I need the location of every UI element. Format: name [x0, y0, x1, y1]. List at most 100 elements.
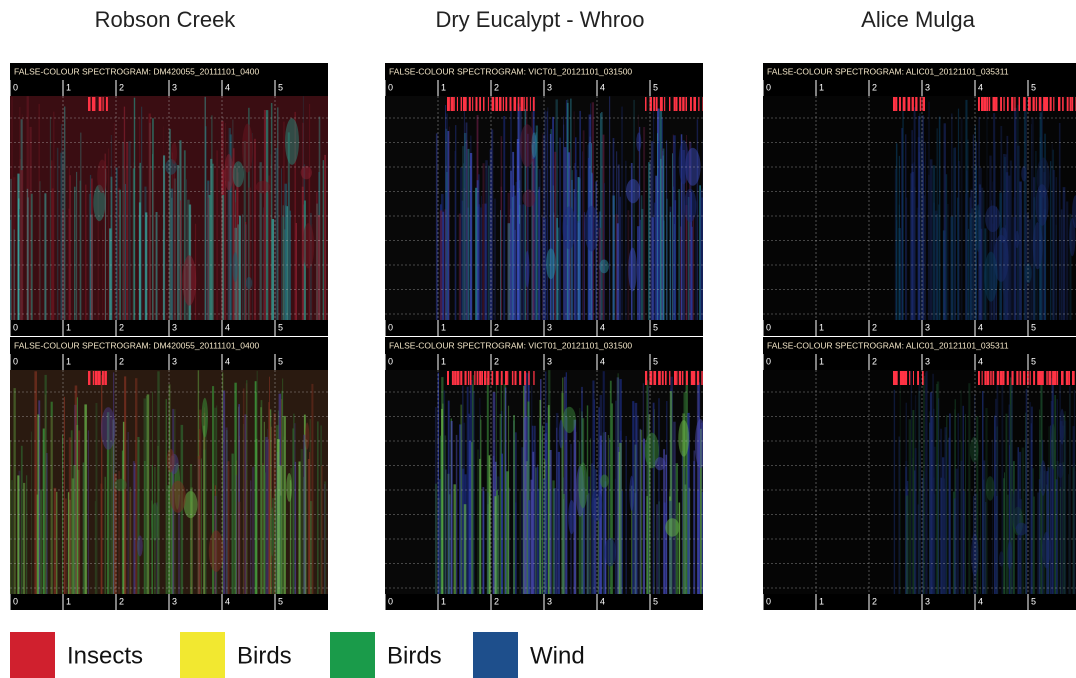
streak [648, 386, 649, 594]
streak [126, 142, 128, 320]
tick-label: 4 [978, 82, 983, 92]
streak [914, 187, 916, 320]
streak [301, 449, 303, 594]
streak [520, 489, 521, 594]
streak [1056, 177, 1057, 320]
tick-label: 2 [119, 322, 124, 332]
streak [76, 172, 77, 320]
streak [651, 141, 652, 320]
page: {"columns": [ {"title": "Robson Creek", … [0, 0, 1076, 678]
streak [985, 408, 987, 594]
blob [101, 407, 116, 450]
tick-label: 4 [978, 596, 983, 606]
streak [128, 432, 129, 594]
streak [38, 104, 40, 320]
streak [938, 398, 939, 594]
streak [626, 436, 627, 594]
insect-mark [93, 371, 95, 385]
insect-mark [457, 371, 460, 385]
tick-label: 5 [653, 82, 658, 92]
streak [31, 194, 33, 320]
tick-label: 2 [494, 596, 499, 606]
streak [51, 160, 53, 320]
streak [599, 228, 602, 320]
streak [965, 414, 966, 594]
streak [469, 441, 471, 594]
streak [11, 97, 12, 320]
insect-mark [474, 371, 475, 385]
streak [552, 480, 554, 594]
streak [947, 204, 948, 320]
streak [464, 504, 467, 594]
blob [1021, 166, 1026, 181]
tick-label: 1 [819, 596, 824, 606]
blob [1051, 424, 1055, 470]
insect-mark [88, 97, 91, 111]
streak [595, 181, 597, 320]
streak [1052, 144, 1053, 320]
streak [679, 189, 680, 320]
insect-mark [912, 97, 914, 111]
streak [548, 107, 549, 320]
streak [141, 107, 142, 320]
tick-label: 5 [653, 356, 658, 366]
streak [503, 116, 505, 320]
insect-mark [669, 371, 670, 385]
streak [954, 147, 956, 320]
streak [583, 130, 585, 320]
streak [245, 222, 246, 320]
insect-mark [451, 97, 454, 111]
insect-mark [528, 371, 529, 385]
insect-mark [1023, 371, 1026, 385]
streak [144, 461, 146, 594]
streak [205, 97, 206, 320]
streak [1068, 474, 1069, 594]
streak [958, 413, 959, 594]
streak [945, 427, 947, 594]
blob [636, 133, 641, 152]
streak [673, 422, 676, 594]
streak [658, 141, 660, 320]
insect-mark [899, 97, 901, 111]
streak [108, 149, 109, 321]
insect-mark [103, 97, 104, 111]
streak [918, 504, 920, 594]
streak [292, 428, 294, 594]
insect-mark [989, 97, 990, 111]
tick-bar [763, 80, 1076, 96]
tick-label: 3 [925, 596, 930, 606]
insect-mark [94, 97, 95, 111]
insect-mark [990, 371, 992, 385]
blob [242, 124, 253, 173]
streak [78, 431, 80, 595]
insect-mark [1007, 97, 1009, 111]
insect-mark [686, 371, 688, 385]
insect-mark [484, 371, 486, 385]
streak [582, 151, 583, 320]
streak [174, 162, 175, 320]
streak [14, 230, 15, 321]
insect-mark [510, 97, 512, 111]
insect-mark [653, 371, 656, 385]
insect-mark [903, 97, 906, 111]
insect-mark [915, 97, 917, 111]
insect-mark [905, 371, 908, 385]
streak [180, 200, 181, 320]
streak [684, 467, 686, 594]
streak [475, 188, 477, 320]
insect-mark [99, 97, 102, 111]
streak [260, 407, 261, 594]
blob [202, 398, 208, 438]
streak [491, 129, 493, 320]
streak [575, 197, 576, 320]
insect-mark [676, 371, 677, 385]
insect-mark [908, 97, 911, 111]
streak [965, 194, 966, 320]
streak [1039, 479, 1041, 594]
streak [531, 480, 533, 594]
insect-mark [645, 371, 647, 385]
insect-mark [679, 371, 681, 385]
streak [1054, 395, 1056, 594]
streak [208, 184, 209, 320]
insect-mark [512, 371, 514, 385]
